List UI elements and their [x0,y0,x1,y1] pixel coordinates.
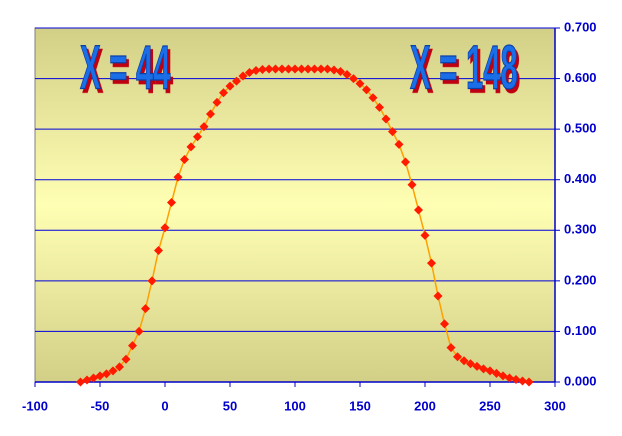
data-point [277,64,287,74]
data-point [349,74,358,84]
data-point [193,132,202,142]
data-point [466,359,475,369]
data-point [440,319,449,329]
x-tick-label: -100 [22,398,48,413]
data-point [407,180,417,190]
data-point [420,230,430,240]
data-point [485,366,495,376]
data-point [401,157,410,167]
x-tick-label: -50 [91,398,110,413]
x-tick-label: 250 [479,398,501,413]
data-point [115,362,124,372]
data-point [154,246,163,256]
data-point [290,64,300,74]
data-point [524,377,534,387]
data-point [160,223,170,233]
data-point [271,64,280,74]
data-point [199,122,209,132]
data-point [212,97,222,107]
data-point [427,258,436,268]
data-point [329,65,339,75]
data-point [511,374,521,384]
data-point [505,373,514,383]
data-point [388,127,397,137]
data-point [173,172,183,182]
x-tick-label: 50 [223,398,237,413]
data-point [134,326,144,336]
data-point [297,64,306,74]
data-point [225,81,235,91]
data-point [251,65,261,75]
data-point [284,64,293,74]
data-point [303,64,313,74]
y-tick-label: 0.700 [564,19,597,34]
data-point [355,79,365,89]
data-point [219,88,228,98]
data-point [433,291,443,301]
data-point [232,76,241,86]
data-point [167,197,176,207]
data-point [180,154,189,164]
data-point [453,352,462,362]
annotation: X = 148 [410,33,518,103]
x-tick-label: 0 [161,398,168,413]
y-tick-label: 0.300 [564,222,597,237]
data-point [323,64,332,74]
data-point [264,64,274,74]
y-tick-label: 0.200 [564,272,597,287]
data-point [492,368,501,378]
y-tick-label: 0.400 [564,171,597,186]
x-tick-label: 100 [284,398,306,413]
data-point [414,205,423,215]
data-point [342,70,352,80]
x-tick-label: 150 [349,398,371,413]
data-point [206,109,215,119]
data-point [362,85,371,95]
data-point [472,361,482,371]
y-tick-label: 0.100 [564,323,597,338]
data-point [108,366,118,376]
data-point [394,139,404,149]
data-point [147,276,157,286]
data-point [121,354,131,364]
data-point [141,304,150,314]
y-tick-label: 0.500 [564,121,597,136]
x-tick-label: 300 [544,398,566,413]
y-tick-label: 0.600 [564,70,597,85]
annotation: X = 44 [80,33,171,103]
data-point [446,343,456,353]
data-point [238,71,248,81]
data-point [128,341,137,351]
data-point [102,369,111,379]
data-point [518,376,527,386]
data-point [381,114,391,124]
x-tick-label: 200 [414,398,436,413]
data-point [186,142,196,152]
y-tick-label: 0.000 [564,373,597,388]
data-point [316,64,326,74]
data-point [368,93,378,103]
data-point [375,102,384,112]
data-point [336,66,345,76]
data-point [310,64,319,74]
plot-area [34,27,556,383]
data-point [258,64,267,74]
data-point [459,356,469,366]
